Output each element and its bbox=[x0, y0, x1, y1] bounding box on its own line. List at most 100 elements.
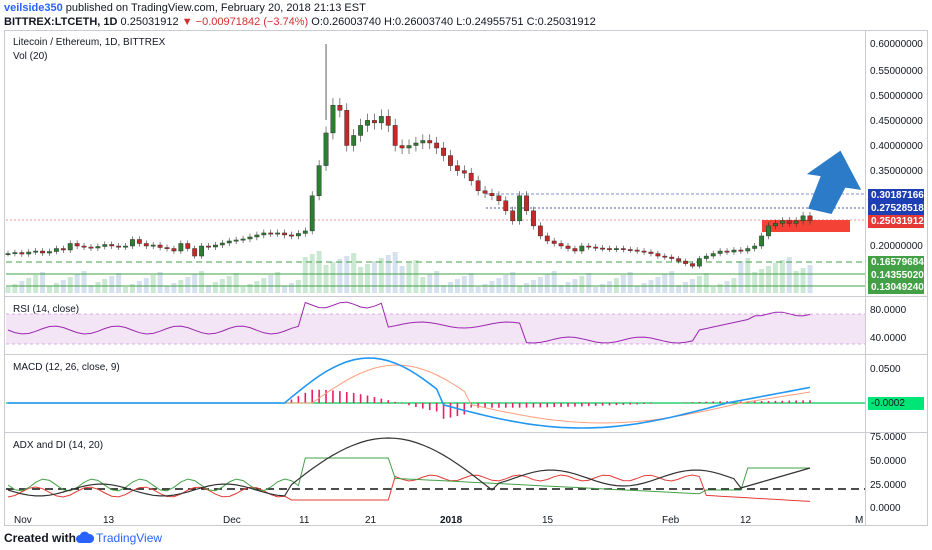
macd-histogram-bar bbox=[684, 402, 687, 403]
macd-histogram-bar bbox=[781, 400, 784, 403]
pane-divider-rsi[interactable] bbox=[4, 296, 928, 297]
candle-body bbox=[773, 223, 778, 227]
volume-bar bbox=[461, 276, 467, 293]
candle-body bbox=[448, 155, 453, 166]
macd-histogram-bar bbox=[449, 403, 452, 418]
macd-histogram-bar bbox=[601, 403, 604, 406]
candle-body bbox=[807, 215, 813, 222]
volume-bar bbox=[233, 273, 239, 293]
macd-histogram-bar bbox=[629, 403, 632, 405]
macd-histogram-bar bbox=[581, 403, 583, 407]
volume-bar bbox=[330, 262, 336, 293]
macd-histogram-bar bbox=[318, 389, 320, 403]
candle-body bbox=[793, 220, 799, 224]
volume-bar bbox=[282, 286, 288, 293]
volume-bar bbox=[620, 275, 626, 293]
volume-bar bbox=[676, 285, 682, 293]
candle-body bbox=[489, 193, 495, 196]
publish-line: veilside350 published on TradingView.com… bbox=[4, 2, 366, 16]
volume-bar bbox=[427, 274, 433, 293]
candle-body bbox=[53, 248, 59, 252]
candle-body bbox=[779, 220, 785, 224]
candle-body bbox=[67, 243, 73, 251]
candle-body bbox=[517, 195, 523, 222]
last-price: 0.25031912 bbox=[120, 16, 179, 28]
created-with-label: Created with bbox=[4, 531, 77, 545]
volume-bar bbox=[323, 265, 329, 293]
candle-body bbox=[759, 235, 765, 247]
macd-indicator bbox=[6, 357, 865, 429]
volume-bar bbox=[503, 275, 509, 293]
adx-scale-label: 25.0000 bbox=[870, 480, 907, 491]
rsi-scale-label: 40.0000 bbox=[870, 333, 907, 344]
volume-bar bbox=[565, 282, 571, 293]
volume-bar bbox=[95, 282, 101, 293]
candle-body bbox=[178, 243, 184, 252]
tradingview-cloud-icon[interactable] bbox=[76, 531, 94, 545]
candle-body bbox=[496, 195, 502, 201]
pane-divider-macd[interactable] bbox=[4, 354, 928, 355]
candle-body bbox=[531, 210, 536, 227]
macd-histogram-bar bbox=[463, 403, 466, 415]
macd-histogram-bar bbox=[380, 398, 383, 403]
volume-bar bbox=[600, 284, 606, 293]
price-pane-title: Litecoin / Ethereum, 1D, BITTREX bbox=[13, 37, 166, 48]
volume-bar bbox=[88, 285, 94, 293]
candle-body bbox=[600, 247, 605, 250]
price-scale-label: 0.50000000 bbox=[870, 91, 923, 102]
candle-body bbox=[766, 225, 771, 237]
chart-frame bbox=[4, 30, 928, 526]
volume-pane-title: Vol (20) bbox=[13, 51, 48, 62]
price-change: ▼ −0.00971842 (−3.74%) bbox=[181, 16, 309, 28]
candle-body bbox=[392, 125, 398, 146]
macd-histogram-bar bbox=[401, 403, 403, 404]
candle-body bbox=[385, 116, 391, 126]
candle-body bbox=[482, 190, 488, 194]
macd-histogram-bar bbox=[546, 403, 549, 408]
macd-histogram-bar bbox=[352, 392, 355, 403]
volume-bar bbox=[74, 274, 80, 293]
candle-body bbox=[33, 250, 39, 253]
adx-pane-title: ADX and DI (14, 20) bbox=[13, 440, 104, 451]
macd-histogram-bar bbox=[594, 403, 597, 406]
macd-histogram-bar bbox=[366, 395, 369, 403]
candle-body bbox=[88, 246, 94, 249]
volume-bar bbox=[365, 264, 371, 293]
volume-bar bbox=[517, 286, 523, 293]
horizontal-levels bbox=[6, 193, 865, 287]
candle-body bbox=[724, 250, 730, 253]
volume-bar bbox=[150, 275, 156, 293]
candle-body bbox=[116, 245, 122, 248]
volume-bar bbox=[779, 260, 785, 293]
price-scale-label: 0.55000000 bbox=[870, 66, 923, 77]
candle-body bbox=[219, 242, 225, 246]
candle-body bbox=[81, 245, 87, 248]
candle-body bbox=[738, 249, 744, 252]
volume-bar bbox=[33, 275, 39, 293]
volume-bar bbox=[489, 281, 495, 293]
volume-bar bbox=[81, 271, 87, 293]
candle-body bbox=[413, 142, 419, 146]
volume-bar bbox=[358, 267, 364, 293]
candle-body bbox=[109, 244, 115, 247]
macd-histogram-bar bbox=[470, 403, 473, 408]
volume-bar bbox=[164, 286, 170, 293]
volume-bar bbox=[634, 286, 640, 293]
candle-body bbox=[164, 247, 170, 249]
symbol-label[interactable]: BITTREX:LTCETH, 1D bbox=[4, 16, 118, 28]
volume-bar bbox=[703, 273, 709, 293]
symbol-info-line: BITTREX:LTCETH, 1D 0.25031912 ▼ −0.00971… bbox=[4, 16, 596, 30]
macd-histogram-bar bbox=[691, 402, 694, 403]
pane-divider-adx[interactable] bbox=[4, 432, 928, 433]
tradingview-brand-link[interactable]: TradingView bbox=[96, 531, 163, 545]
macd-histogram-bar bbox=[408, 403, 410, 406]
candle-body bbox=[199, 245, 204, 257]
candle-body bbox=[323, 132, 329, 166]
volume-bar bbox=[537, 277, 543, 293]
volume-bar bbox=[468, 273, 474, 293]
candle-body bbox=[240, 238, 246, 241]
volume-bar bbox=[399, 266, 405, 293]
volume-bar bbox=[123, 287, 129, 293]
username-link[interactable]: veilside350 bbox=[4, 2, 63, 14]
